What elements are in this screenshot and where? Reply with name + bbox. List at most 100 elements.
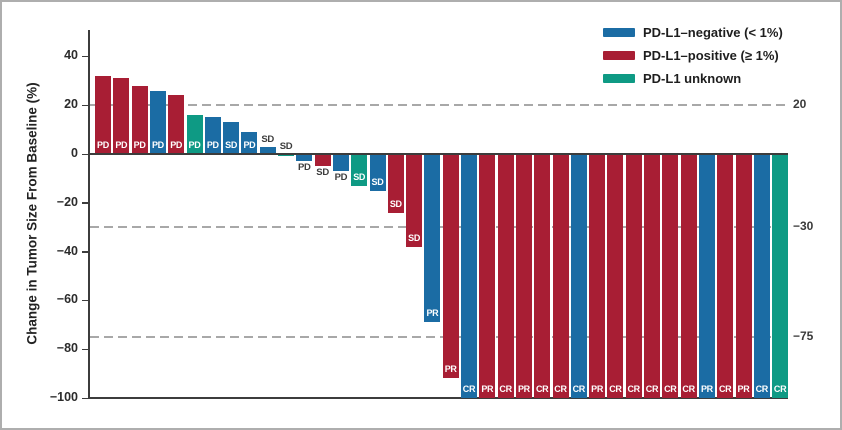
bar-response-label-34: PR: [700, 384, 713, 394]
bar-18: [406, 154, 423, 247]
bar-response-label-4: PD: [151, 140, 164, 150]
bar-37: [753, 154, 770, 398]
bar-34: [698, 154, 715, 398]
legend-label-unknown: PD-L1 unknown: [643, 70, 742, 86]
bar-response-label-6: PD: [188, 140, 201, 150]
bar-1: [95, 75, 111, 154]
bar-response-label-19: PR: [426, 308, 439, 319]
bar-36: [735, 154, 752, 398]
bar-27: [570, 154, 587, 398]
y-tick-mark-0: [82, 153, 88, 155]
y-tick-label--100: −100: [49, 390, 78, 404]
bar-12: [296, 154, 313, 162]
bar-response-label-26: CR: [554, 384, 567, 394]
bar-response-label-24: PR: [517, 384, 530, 394]
reference-line-label--75: −75: [793, 329, 814, 343]
bar-response-label-8: SD: [225, 140, 238, 150]
bar-response-label-23: CR: [499, 384, 512, 394]
y-tick-label-40: 40: [64, 48, 78, 63]
bar-response-label-14: PD: [334, 172, 348, 184]
y-tick-mark--100: [82, 397, 88, 399]
y-tick-mark--20: [82, 202, 88, 204]
bar-32: [662, 154, 679, 398]
y-tick-label--60: −60: [56, 292, 78, 307]
bar-9: [241, 132, 258, 154]
bar-response-label-28: PR: [591, 384, 604, 394]
bar-response-label-9: PD: [243, 140, 256, 150]
bar-response-label-25: CR: [535, 384, 549, 394]
legend-item-negative: PD-L1–negative (< 1%): [603, 24, 783, 40]
bar-response-label-32: CR: [664, 384, 677, 394]
bar-response-label-7: PD: [206, 140, 219, 150]
legend-swatch-positive: [603, 50, 635, 60]
bar-29: [607, 154, 624, 398]
bar-response-label-1: PD: [97, 140, 109, 150]
bar-3: [131, 85, 148, 154]
reference-line-label-20: 20: [793, 97, 807, 112]
bar-25: [534, 154, 551, 398]
bar-response-label-36: PR: [737, 384, 750, 394]
bar-33: [680, 154, 697, 398]
bar-response-label-27: CR: [572, 384, 586, 394]
y-tick-mark--40: [82, 251, 88, 253]
y-tick-label--40: −40: [56, 243, 78, 258]
bar-8: [223, 122, 240, 154]
bar-response-label-2: PD: [115, 140, 128, 150]
y-tick-mark--80: [82, 348, 88, 351]
bar-response-label-33: CR: [682, 384, 695, 394]
y-tick-mark-20: [82, 104, 88, 107]
bar-13: [314, 154, 331, 167]
bar-20: [442, 154, 459, 379]
legend-label-negative: PD-L1–negative (< 1%): [643, 24, 783, 40]
bar-15: [351, 154, 368, 186]
bar-response-label-30: CR: [627, 384, 640, 394]
bar-21: [461, 154, 477, 398]
reference-line--75: [90, 336, 786, 338]
bar-19: [424, 154, 441, 323]
bar-response-label-21: CR: [462, 384, 476, 394]
legend-swatch-unknown: [603, 73, 635, 83]
bar-38: [772, 154, 789, 398]
bar-response-label-38: CR: [773, 384, 787, 394]
bar-30: [625, 154, 642, 398]
bar-response-label-3: PD: [133, 140, 146, 150]
bar-response-label-13: SD: [316, 167, 329, 179]
bar-28: [589, 154, 606, 398]
bar-response-label-35: CR: [718, 384, 732, 394]
reference-line-label--30: −30: [793, 219, 814, 234]
bar-response-label-31: CR: [645, 384, 659, 394]
bar-response-label-12: PD: [297, 162, 311, 174]
zero-line: [88, 153, 788, 155]
bar-response-label-15: SD: [353, 171, 366, 182]
bar-14: [332, 154, 349, 172]
bar-response-label-5: PD: [170, 140, 183, 150]
y-axis-spine: [88, 30, 90, 399]
bar-11: [278, 154, 294, 157]
bar-22: [479, 154, 496, 398]
bar-response-label-11: SD: [279, 141, 293, 152]
bar-response-label-17: SD: [389, 198, 402, 209]
bar-26: [552, 154, 569, 398]
bar-35: [717, 154, 734, 398]
bottom-spine: [88, 397, 788, 399]
bar-23: [497, 154, 514, 398]
y-tick-mark--60: [82, 299, 88, 302]
y-tick-label--20: −20: [56, 194, 78, 209]
bar-6: [186, 114, 203, 154]
y-tick-label--80: −80: [56, 341, 78, 356]
bar-response-label-18: SD: [408, 232, 421, 243]
bar-16: [369, 154, 386, 191]
legend-item-positive: PD-L1–positive (≥ 1%): [603, 47, 783, 63]
bar-2: [113, 78, 130, 154]
legend-item-unknown: PD-L1 unknown: [603, 70, 783, 86]
y-tick-label-0: 0: [71, 146, 78, 160]
bar-response-label-29: CR: [609, 384, 622, 394]
reference-line-20: [90, 104, 786, 107]
bar-response-label-16: SD: [371, 176, 384, 187]
legend-label-positive: PD-L1–positive (≥ 1%): [643, 47, 779, 63]
bar-7: [204, 117, 221, 154]
bar-4: [149, 90, 166, 154]
bar-5: [168, 95, 185, 154]
bar-response-label-37: CR: [755, 384, 769, 394]
